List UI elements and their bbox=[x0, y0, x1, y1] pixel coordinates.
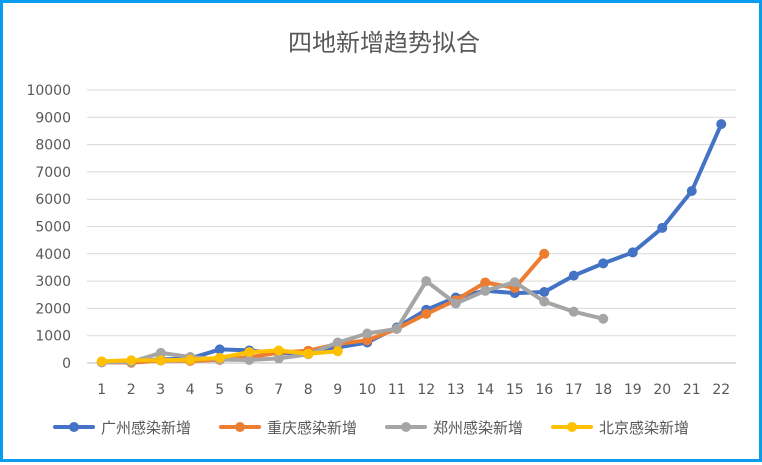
data-point bbox=[539, 248, 550, 259]
data-point bbox=[450, 298, 461, 309]
x-tick-label: 11 bbox=[388, 382, 406, 398]
y-tick-label: 7000 bbox=[35, 165, 71, 181]
data-point bbox=[126, 355, 137, 366]
gridlines bbox=[87, 89, 736, 364]
x-tick-label: 15 bbox=[506, 382, 524, 398]
data-point bbox=[273, 353, 284, 364]
data-point bbox=[686, 186, 697, 197]
data-point bbox=[509, 277, 520, 288]
x-axis-ticks: 1 2 3 4 5 6 7 8 9 10 11 12 13 14 15 16 17 18 19 20 21 22 bbox=[97, 382, 730, 398]
legend-label: 广州感染新增 bbox=[101, 419, 191, 437]
data-point bbox=[568, 270, 579, 281]
y-tick-label: 10000 bbox=[26, 83, 71, 99]
x-tick-label: 3 bbox=[156, 382, 165, 398]
legend-swatch-marker bbox=[567, 422, 577, 432]
data-point bbox=[598, 258, 609, 269]
data-point bbox=[155, 347, 166, 358]
data-point bbox=[598, 313, 609, 324]
data-point bbox=[244, 347, 255, 358]
x-tick-label: 20 bbox=[653, 382, 671, 398]
y-tick-label: 5000 bbox=[35, 220, 71, 236]
legend-item: 北京感染新增 bbox=[551, 419, 689, 437]
x-tick-label: 16 bbox=[535, 382, 553, 398]
legend-label: 北京感染新增 bbox=[599, 419, 689, 437]
data-point bbox=[214, 352, 225, 363]
legend-item: 重庆感染新增 bbox=[219, 419, 357, 437]
data-point bbox=[627, 247, 638, 258]
legend-swatch-marker bbox=[235, 422, 245, 432]
x-tick-label: 7 bbox=[274, 382, 283, 398]
data-point bbox=[480, 277, 491, 288]
legend-item: 广州感染新增 bbox=[53, 419, 191, 437]
data-point bbox=[303, 348, 314, 359]
data-point bbox=[657, 222, 668, 233]
x-tick-label: 5 bbox=[215, 382, 224, 398]
y-tick-label: 0 bbox=[62, 356, 71, 372]
data-point bbox=[332, 337, 343, 348]
y-tick-label: 3000 bbox=[35, 274, 71, 290]
legend-swatch-marker bbox=[69, 422, 79, 432]
x-tick-label: 4 bbox=[186, 382, 195, 398]
legend-label: 重庆感染新增 bbox=[267, 419, 357, 437]
data-point bbox=[273, 345, 284, 356]
data-point bbox=[96, 356, 107, 367]
x-tick-label: 12 bbox=[417, 382, 435, 398]
x-tick-label: 1 bbox=[97, 382, 106, 398]
line-chart: 四地新增趋势拟合 0100020003000400050006000700080… bbox=[26, 29, 736, 437]
series-1 bbox=[96, 119, 727, 367]
data-point bbox=[185, 354, 196, 365]
legend-label: 郑州感染新增 bbox=[433, 419, 523, 437]
x-tick-label: 14 bbox=[476, 382, 494, 398]
x-tick-label: 19 bbox=[624, 382, 642, 398]
x-tick-label: 21 bbox=[683, 382, 701, 398]
series-4 bbox=[96, 345, 343, 367]
x-tick-label: 17 bbox=[565, 382, 583, 398]
data-point bbox=[539, 287, 550, 298]
x-tick-label: 2 bbox=[127, 382, 136, 398]
legend: 广州感染新增 重庆感染新增 郑州感染新增 北京感染新增 bbox=[53, 419, 689, 437]
data-point bbox=[480, 285, 491, 296]
legend-swatch-marker bbox=[401, 422, 411, 432]
y-tick-label: 2000 bbox=[35, 301, 71, 317]
data-point bbox=[391, 323, 402, 334]
series-3 bbox=[96, 276, 609, 368]
y-axis-ticks: 0 1000 2000 3000 4000 5000 6000 7000 8000 9000 100… bbox=[26, 83, 71, 372]
y-tick-label: 8000 bbox=[35, 138, 71, 154]
data-point bbox=[568, 306, 579, 317]
data-point bbox=[716, 119, 727, 130]
x-tick-label: 13 bbox=[447, 382, 465, 398]
chart-title: 四地新增趋势拟合 bbox=[288, 29, 480, 57]
data-point bbox=[362, 328, 373, 339]
x-tick-label: 10 bbox=[358, 382, 376, 398]
x-tick-label: 6 bbox=[245, 382, 254, 398]
series-lines bbox=[96, 119, 727, 368]
x-tick-label: 8 bbox=[304, 382, 313, 398]
legend-item: 郑州感染新增 bbox=[385, 419, 523, 437]
data-point bbox=[244, 354, 255, 365]
y-tick-label: 6000 bbox=[35, 192, 71, 208]
y-tick-label: 9000 bbox=[35, 110, 71, 126]
y-tick-label: 4000 bbox=[35, 247, 71, 263]
x-tick-label: 22 bbox=[712, 382, 730, 398]
series-line bbox=[99, 279, 606, 365]
data-point bbox=[155, 355, 166, 366]
data-point bbox=[332, 346, 343, 357]
data-point bbox=[539, 296, 550, 307]
x-tick-label: 9 bbox=[333, 382, 342, 398]
x-tick-label: 18 bbox=[594, 382, 612, 398]
series-line bbox=[99, 122, 724, 364]
data-point bbox=[421, 308, 432, 319]
data-point bbox=[421, 276, 432, 287]
y-tick-label: 1000 bbox=[35, 329, 71, 345]
data-point bbox=[214, 344, 225, 355]
